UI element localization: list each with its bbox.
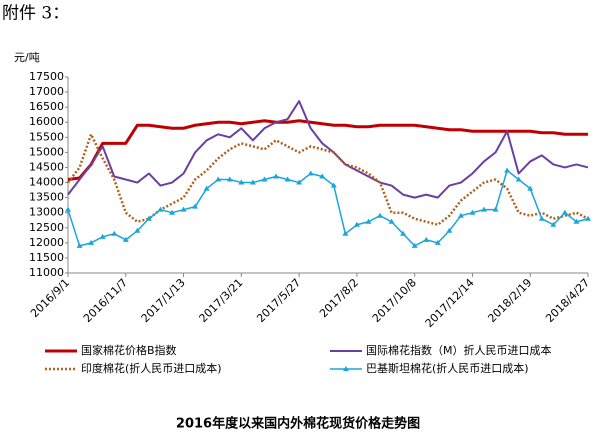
- x-tick-label: 2017/3/21: [196, 276, 245, 325]
- y-tick-label: 12000: [29, 236, 64, 249]
- y-tick-label: 11500: [29, 251, 64, 264]
- series-marker: [111, 230, 118, 236]
- y-tick-label: 16500: [29, 100, 64, 113]
- series-marker: [261, 176, 268, 182]
- x-tick-label: 2017/8/2: [317, 276, 361, 320]
- series-marker: [76, 242, 83, 248]
- series-marker: [99, 233, 106, 239]
- series-marker: [215, 176, 222, 182]
- series-marker: [446, 227, 453, 233]
- series-marker: [423, 236, 430, 242]
- x-tick-label: 2018/4/27: [543, 276, 592, 325]
- x-tick-label: 2016/9/1: [28, 276, 72, 320]
- y-tick-label: 11000: [29, 266, 64, 279]
- series-marker: [515, 176, 522, 182]
- series-marker: [145, 215, 152, 221]
- series-marker: [550, 221, 557, 227]
- series-marker: [469, 209, 476, 215]
- series-marker: [330, 182, 337, 188]
- series-marker: [573, 218, 580, 224]
- series-marker: [434, 239, 441, 245]
- series-marker: [353, 221, 360, 227]
- legend-label: 印度棉花(折人民币进口成本): [81, 361, 222, 375]
- series-marker: [192, 203, 199, 209]
- series-marker: [134, 227, 141, 233]
- series-marker: [88, 239, 95, 245]
- series-line: [67, 169, 589, 247]
- x-tick-label: 2017/5/27: [254, 276, 303, 325]
- series-line: [67, 119, 588, 182]
- series-marker: [400, 230, 407, 236]
- y-tick-label: 13000: [29, 206, 64, 219]
- legend-label: 国际棉花指数（M）折人民币进口成本: [366, 343, 552, 357]
- series-marker: [492, 206, 499, 212]
- y-tick-label: 13500: [29, 191, 64, 204]
- x-tick-label: 2016/11/7: [81, 276, 130, 325]
- series-marker: [377, 212, 383, 218]
- series-marker: [527, 185, 534, 191]
- series-marker: [481, 206, 487, 212]
- series-marker: [65, 206, 71, 212]
- series-marker: [296, 179, 303, 185]
- series-marker: [180, 206, 187, 212]
- series-marker: [238, 179, 245, 185]
- x-tick-label: 2017/1/13: [139, 276, 188, 325]
- series-marker: [319, 173, 326, 179]
- y-tick-label: 15500: [29, 130, 64, 143]
- series-marker: [538, 215, 545, 221]
- series-marker: [342, 230, 349, 236]
- x-tick-label: 2018/2/19: [485, 276, 534, 325]
- series-line: [67, 100, 589, 199]
- series-marker: [307, 170, 314, 176]
- legend-label: 巴基斯坦棉花(折人民币进口成本): [366, 361, 529, 375]
- series-marker: [122, 236, 129, 242]
- y-tick-label: 12500: [29, 221, 64, 234]
- series-marker: [273, 173, 279, 179]
- y-tick-label: 14000: [29, 176, 64, 189]
- series-marker: [203, 185, 210, 191]
- y-tick-label: 17500: [29, 70, 64, 83]
- series-marker: [504, 167, 511, 173]
- y-tick-label: 14500: [29, 160, 64, 173]
- legend-label: 国家棉花价格B指数: [81, 343, 177, 357]
- series-marker: [249, 179, 256, 185]
- x-tick-label: 2017/12/14: [423, 276, 477, 330]
- series-marker: [365, 218, 372, 224]
- y-tick-label: 15000: [29, 145, 64, 158]
- legend-marker: [343, 366, 349, 371]
- series-marker: [226, 176, 233, 182]
- series-marker: [585, 215, 591, 221]
- series-marker: [284, 176, 291, 182]
- y-tick-label: 17000: [29, 85, 64, 98]
- series-marker: [411, 242, 418, 248]
- series-line: [67, 133, 589, 227]
- page-header: 附件 3：: [2, 4, 69, 24]
- chart-caption: 2016年度以来国内外棉花现货价格走势图: [176, 416, 420, 432]
- series-marker: [169, 209, 175, 215]
- y-tick-label: 16000: [29, 115, 64, 128]
- series-marker: [457, 212, 464, 218]
- x-tick-label: 2017/10/8: [370, 276, 419, 325]
- y-axis-unit: 元/吨: [14, 51, 40, 64]
- series-marker: [388, 218, 395, 224]
- series-marker: [561, 209, 568, 215]
- series-marker: [157, 206, 164, 212]
